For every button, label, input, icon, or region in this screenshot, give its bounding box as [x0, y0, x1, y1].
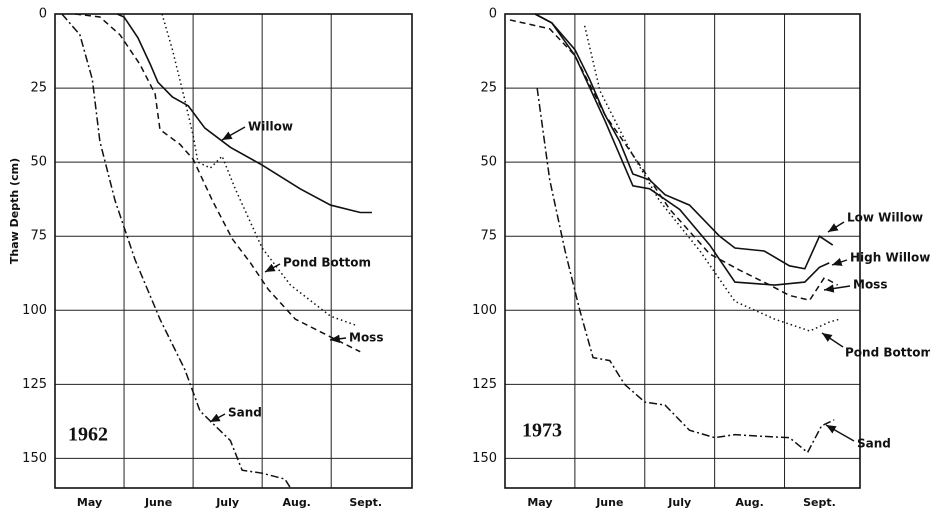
x-tick-label: July	[215, 496, 239, 509]
series-label: High Willow	[850, 251, 930, 265]
y-tick-label: 100	[22, 303, 47, 318]
series-label: Pond Bottom	[845, 346, 930, 360]
x-tick-label: June	[595, 496, 623, 509]
y-tick-label: 25	[480, 81, 497, 96]
y-tick-label: 0	[39, 7, 47, 22]
y-tick-label: 125	[472, 377, 497, 392]
arrow	[821, 332, 844, 348]
arrow	[329, 334, 347, 343]
x-tick-label: Aug.	[282, 496, 310, 509]
arrow	[264, 263, 281, 273]
x-tick-label: Aug.	[735, 496, 763, 509]
arrow	[209, 413, 226, 423]
plot-frame	[54, 13, 413, 489]
data-line	[534, 13, 834, 270]
arrow	[825, 424, 855, 442]
data-line	[509, 19, 839, 302]
arrow	[827, 221, 845, 233]
y-tick-label: 25	[30, 81, 47, 96]
panel-year: 1973	[522, 420, 562, 442]
series-label: Sand	[857, 437, 891, 451]
x-tick-label: May	[527, 496, 552, 509]
y-tick-label: 75	[480, 229, 497, 244]
x-tick-label: Sept.	[349, 496, 382, 509]
data-line	[74, 13, 361, 353]
arrow	[823, 284, 851, 293]
data-line	[534, 13, 830, 286]
plot-frame	[504, 13, 861, 489]
arrow	[831, 257, 848, 266]
data-line	[161, 13, 356, 326]
x-tick-label: May	[77, 496, 102, 509]
series-label: Pond Bottom	[283, 256, 371, 270]
data-line	[536, 87, 835, 454]
y-tick-label: 125	[22, 377, 47, 392]
y-tick-label: 150	[472, 451, 497, 466]
y-tick-label: 0	[489, 7, 497, 22]
y-tick-label: 150	[22, 451, 47, 466]
panel-year: 1962	[68, 424, 108, 446]
x-tick-label: Sept.	[803, 496, 836, 509]
data-line	[583, 25, 840, 332]
series-label: Moss	[853, 278, 887, 292]
panel: 0 25 50 75 100 125 150 May June July Aug. Sept. Thaw…	[8, 7, 413, 509]
series-label: Sand	[228, 406, 262, 420]
y-tick-label: 100	[472, 303, 497, 318]
data-line	[116, 13, 372, 214]
y-tick-label: 50	[480, 155, 497, 170]
series-label: Moss	[349, 331, 383, 345]
series-label: Low Willow	[847, 211, 923, 225]
panel: 0 25 50 75 100 125 150 May June July Aug. Sept. 1973…	[472, 7, 930, 510]
series-label: Willow	[248, 120, 293, 134]
data-line	[61, 13, 292, 489]
arrow	[221, 126, 246, 141]
y-tick-label: 75	[30, 229, 47, 244]
x-tick-label: July	[667, 496, 691, 509]
y-axis-label: Thaw Depth (cm)	[8, 158, 21, 264]
x-tick-label: June	[144, 496, 172, 509]
y-tick-label: 50	[30, 155, 47, 170]
